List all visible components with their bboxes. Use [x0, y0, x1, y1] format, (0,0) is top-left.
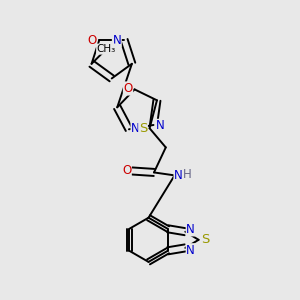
Text: O: O — [123, 82, 133, 95]
Text: N: N — [174, 169, 183, 182]
Text: N: N — [186, 223, 195, 236]
Text: N: N — [156, 119, 164, 132]
Text: H: H — [183, 168, 191, 181]
Text: O: O — [122, 164, 131, 178]
Text: S: S — [139, 122, 147, 135]
Text: N: N — [131, 122, 140, 135]
Text: S: S — [201, 233, 209, 246]
Text: N: N — [112, 34, 121, 46]
Text: O: O — [87, 34, 97, 46]
Text: CH₃: CH₃ — [97, 44, 116, 54]
Text: N: N — [186, 244, 195, 257]
